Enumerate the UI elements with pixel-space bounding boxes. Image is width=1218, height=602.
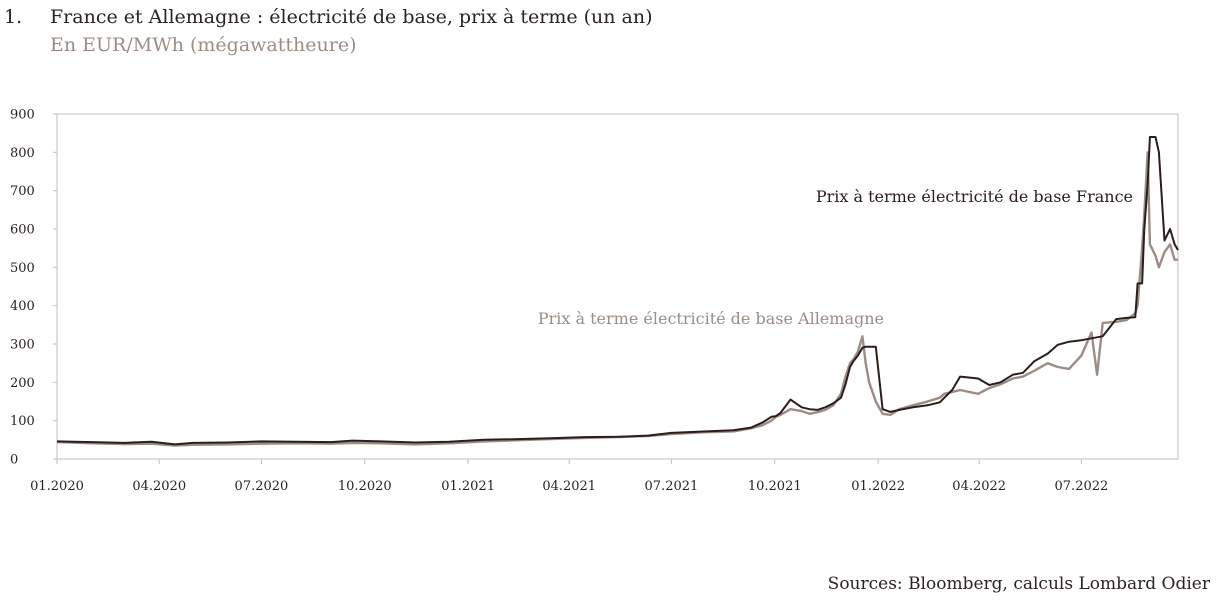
series-line-france: [56, 136, 1179, 446]
y-tick-label: 700: [10, 184, 35, 199]
y-tick-label: 400: [10, 299, 35, 314]
x-tick-label: 01.2021: [441, 479, 495, 494]
x-tick-label: 04.2022: [952, 479, 1006, 494]
x-tick-label: 01.2022: [851, 479, 905, 494]
annotation-france: Prix à terme électricité de base France: [816, 187, 1133, 206]
x-tick-label: 04.2021: [542, 479, 596, 494]
chart-subtitle: En EUR/MWh (mégawattheure): [50, 34, 357, 56]
series-line-allemagne: [56, 151, 1178, 447]
y-tick-label: 900: [10, 108, 35, 123]
figure-number: 1.: [4, 6, 23, 28]
x-tick-label: 07.2020: [235, 479, 289, 494]
plot-frame: [56, 113, 1179, 460]
y-tick-label: 100: [10, 414, 35, 429]
line-chart: 0 100 200 300 400 500 600 700 800 900 01.2020 04.20…: [10, 108, 1179, 494]
y-tick-label: 800: [10, 146, 35, 161]
x-tick-label: 01.2020: [30, 479, 84, 494]
y-tick-label: 600: [10, 223, 35, 238]
x-tick-label: 04.2020: [132, 479, 186, 494]
x-tick-label: 10.2021: [748, 479, 802, 494]
chart-title: France et Allemagne : électricité de bas…: [50, 6, 653, 28]
annotation-allemagne: Prix à terme électricité de base Allemag…: [538, 309, 884, 328]
y-tick-label: 300: [10, 338, 35, 353]
x-tick-label: 07.2022: [1055, 479, 1109, 494]
y-tick-label: 200: [10, 376, 35, 391]
y-tick-label: 0: [10, 453, 18, 468]
y-tick-label: 500: [10, 261, 35, 276]
x-tick-label: 07.2021: [645, 479, 699, 494]
x-tick-label: 10.2020: [338, 479, 392, 494]
source-note: Sources: Bloomberg, calculs Lombard Odie…: [827, 574, 1210, 594]
